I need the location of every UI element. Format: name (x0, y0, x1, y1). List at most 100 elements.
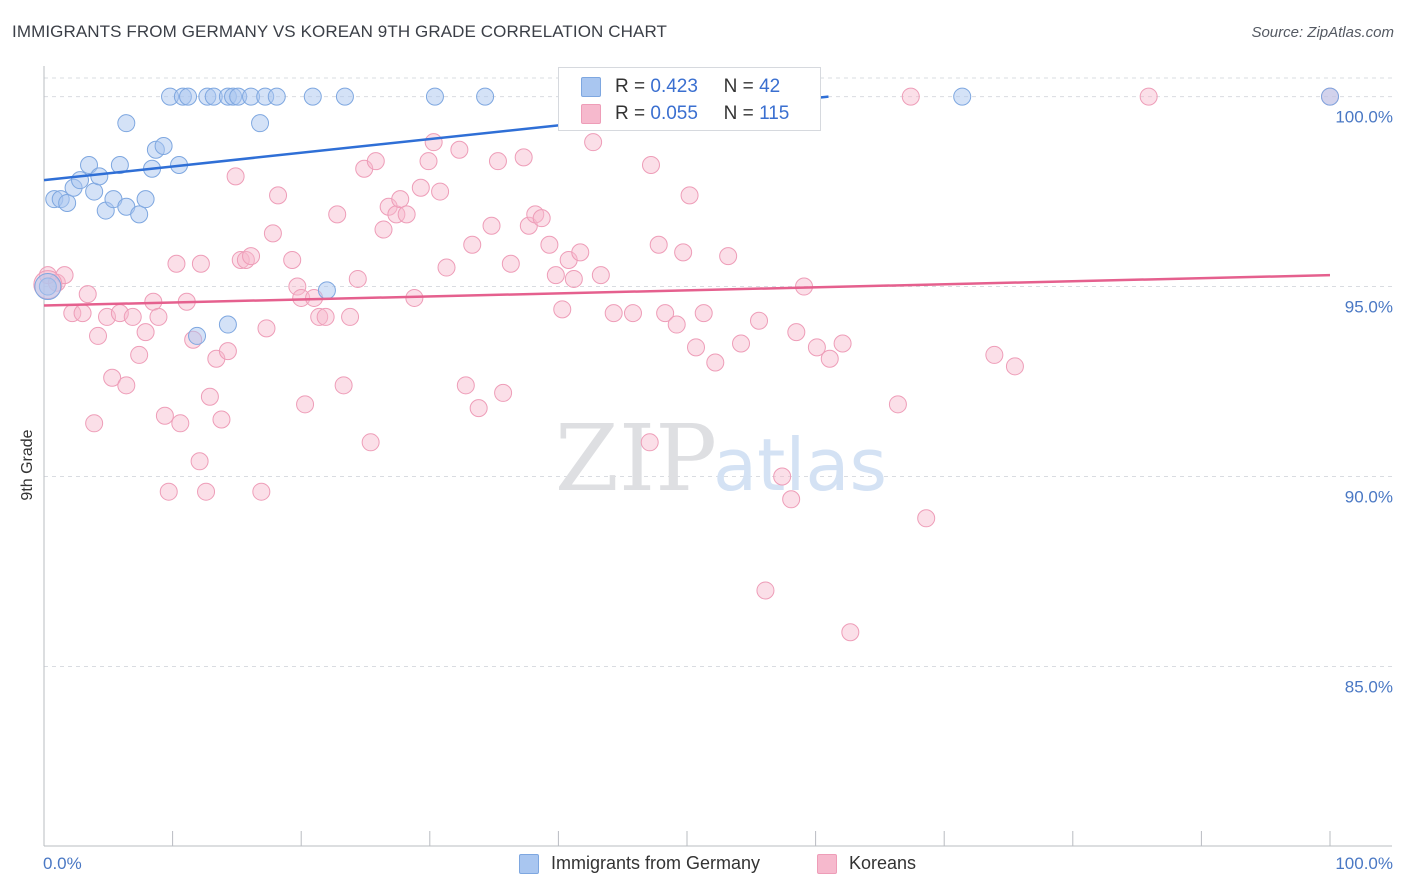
korean-point (501, 254, 520, 273)
legend-r-value-korean: 0.055 (650, 103, 698, 124)
legend-item-germany[interactable]: Immigrants from Germany (519, 853, 760, 874)
korean-point (411, 178, 430, 197)
korean-point (316, 307, 335, 326)
germany-point (267, 87, 286, 106)
korean-point (591, 266, 610, 285)
korean-point (190, 452, 209, 471)
germany-point (179, 87, 198, 106)
korean-point (288, 277, 307, 296)
korean-point (782, 490, 801, 509)
korean-point (424, 133, 443, 152)
korean-point (348, 269, 367, 288)
korean-point (514, 148, 533, 167)
chart-title: IMMIGRANTS FROM GERMANY VS KOREAN 9TH GR… (12, 22, 668, 41)
korean-point (136, 323, 155, 342)
legend-n-label: N = (723, 103, 754, 124)
korean-point (103, 368, 122, 387)
y-tick-label: 100.0% (1335, 108, 1393, 127)
legend-swatch-germany (581, 77, 601, 97)
korean-point (85, 414, 104, 433)
korean-point (197, 482, 216, 501)
legend-n-value-germany: 42 (759, 76, 781, 97)
korean-point (450, 140, 469, 159)
korean-point (469, 399, 488, 418)
korean-point (532, 209, 551, 228)
korean-point (387, 205, 406, 224)
korean-point (820, 349, 839, 368)
korean-point (623, 304, 642, 323)
korean-point (732, 334, 751, 353)
korean-point (283, 250, 302, 269)
legend-n-value-korean: 115 (759, 103, 790, 124)
gridlines (44, 77, 1392, 667)
korean-point (263, 224, 282, 243)
germany-point (90, 167, 109, 186)
germany-point (85, 182, 104, 201)
germany-point (218, 315, 237, 334)
y-tick-label: 85.0% (1345, 677, 1393, 696)
korean-point (391, 190, 410, 209)
korean-point (641, 155, 660, 174)
germany-point (188, 326, 207, 345)
tick-labels: 100.0% 95.0% 90.0% 85.0% 0.0% 100.0% (43, 108, 1393, 873)
legend-swatch-korean (817, 853, 837, 874)
korean-point (419, 152, 438, 171)
korean-point (482, 216, 501, 235)
korean-point (985, 345, 1004, 364)
germany-point (317, 281, 336, 300)
germany-point (154, 136, 173, 155)
korean-point (488, 152, 507, 171)
legend-item-korean[interactable]: Koreans (817, 853, 916, 874)
korean-point (374, 220, 393, 239)
legend-r-label: R = (615, 103, 646, 124)
legend-swatch-germany (519, 853, 539, 874)
korean-point (719, 247, 738, 266)
korean-point (167, 254, 186, 273)
korean-point (494, 383, 513, 402)
korean-point (787, 323, 806, 342)
germany-point (1321, 87, 1339, 106)
korean-trend-line (43, 273, 1331, 307)
korean-points (33, 87, 1339, 642)
korean-point (296, 395, 315, 414)
korean-point (149, 307, 168, 326)
korean-point (917, 509, 936, 528)
korean-point (130, 345, 149, 364)
legend-r-value-germany: 0.423 (650, 76, 698, 97)
korean-point (159, 482, 178, 501)
korean-point (571, 243, 590, 262)
legend-r-label: R = (615, 76, 646, 97)
korean-point (841, 623, 860, 642)
korean-point (694, 304, 713, 323)
korean-point (310, 307, 329, 326)
korean-point (437, 258, 456, 277)
korean-point (78, 285, 97, 304)
korean-point (833, 334, 852, 353)
correlation-legend: R = 0.423 N = 42 R = 0.055 N = 115 (558, 67, 821, 131)
korean-point (269, 186, 288, 205)
germany-point (80, 155, 99, 174)
korean-point (292, 288, 311, 307)
korean-point (73, 304, 92, 323)
korean-point (334, 376, 353, 395)
legend-label-germany: Immigrants from Germany (551, 853, 761, 873)
germany-point (476, 87, 495, 106)
germany-point (335, 87, 354, 106)
legend-swatch-korean (581, 104, 601, 124)
germany-point (117, 114, 136, 133)
germany-point (110, 155, 129, 174)
korean-point (463, 235, 482, 254)
germany-point (251, 114, 270, 133)
korean-point (667, 315, 686, 334)
korean-point (257, 319, 276, 338)
korean-point (226, 167, 245, 186)
axes (43, 66, 1392, 847)
korean-point (584, 133, 603, 152)
korean-point (756, 581, 775, 600)
korean-point (680, 186, 699, 205)
korean-point (242, 247, 261, 266)
korean-point (252, 482, 271, 501)
germany-point (303, 87, 322, 106)
korean-point (89, 326, 108, 345)
